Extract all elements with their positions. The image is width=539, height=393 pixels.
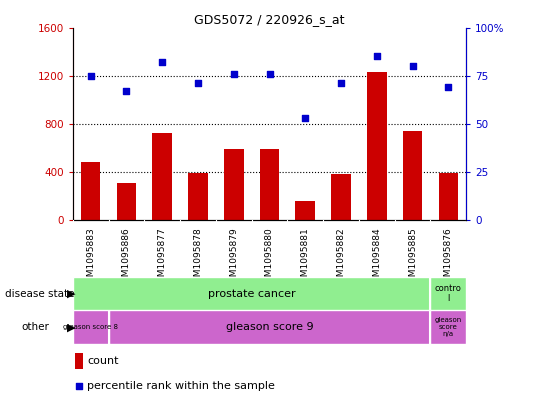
Text: prostate cancer: prostate cancer <box>208 289 295 299</box>
Text: gleason score 8: gleason score 8 <box>63 324 118 330</box>
Bar <box>431 277 466 310</box>
Bar <box>367 72 386 220</box>
Bar <box>75 353 84 369</box>
Point <box>122 88 131 94</box>
Point <box>86 72 95 79</box>
Bar <box>153 133 172 220</box>
Text: contro
l: contro l <box>435 284 462 303</box>
Bar <box>116 183 136 220</box>
Bar <box>439 173 458 220</box>
Text: count: count <box>87 356 119 366</box>
Text: ▶: ▶ <box>67 322 76 332</box>
Text: disease state: disease state <box>5 289 75 299</box>
Title: GDS5072 / 220926_s_at: GDS5072 / 220926_s_at <box>194 13 345 26</box>
Point <box>230 71 238 77</box>
Bar <box>331 174 351 220</box>
Bar <box>403 131 423 220</box>
Point <box>444 84 453 90</box>
Bar <box>295 202 315 220</box>
Point <box>194 80 202 86</box>
Point <box>301 115 309 121</box>
Point <box>158 59 167 65</box>
Text: gleason score 9: gleason score 9 <box>226 322 313 332</box>
Point <box>75 382 84 389</box>
Text: ▶: ▶ <box>67 289 76 299</box>
Point <box>408 63 417 69</box>
Point <box>337 80 345 86</box>
Bar <box>260 149 279 220</box>
Bar <box>431 310 466 344</box>
Bar <box>188 173 208 220</box>
Text: gleason
score
n/a: gleason score n/a <box>435 317 462 337</box>
Text: percentile rank within the sample: percentile rank within the sample <box>87 380 275 391</box>
Text: other: other <box>22 322 50 332</box>
Bar <box>108 310 431 344</box>
Point <box>372 53 381 59</box>
Bar <box>81 162 100 220</box>
Bar <box>73 310 108 344</box>
Point <box>265 71 274 77</box>
Bar <box>224 149 244 220</box>
